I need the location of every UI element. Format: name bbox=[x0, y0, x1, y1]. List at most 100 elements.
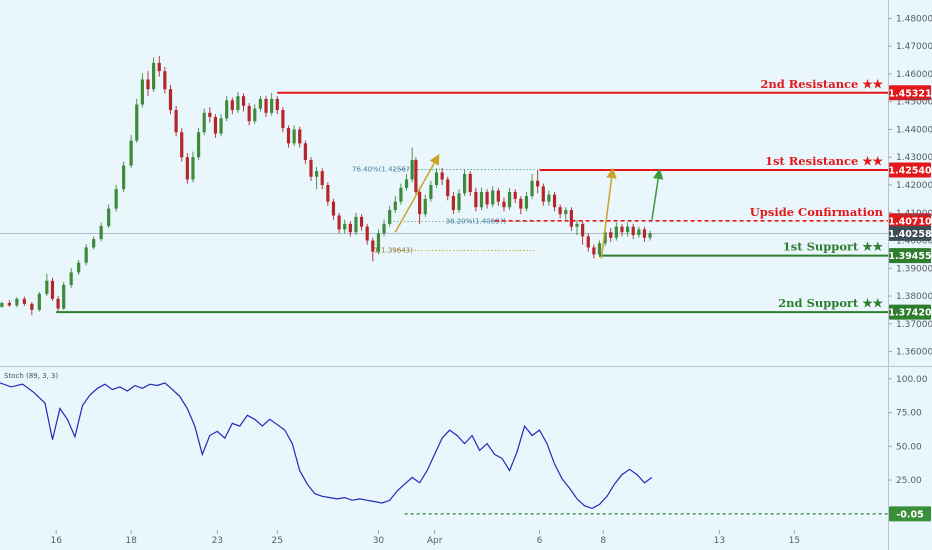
candle-body bbox=[491, 190, 495, 205]
candle-body bbox=[446, 179, 450, 197]
price-tick-label: 1.39000 bbox=[896, 264, 932, 274]
candle-body bbox=[264, 98, 268, 113]
stoch-tick-label: 100.00 bbox=[896, 375, 928, 385]
candle-body bbox=[359, 216, 364, 227]
level-price-value: 1.37420 bbox=[888, 308, 932, 319]
candle-body bbox=[382, 223, 386, 234]
price-axis: 1.48000 1.47000 1.46000 1.45000 1.44000 1.430… bbox=[888, 14, 932, 486]
price-tick-label: 1.45000 bbox=[896, 98, 932, 108]
price-candles bbox=[0, 55, 652, 316]
level-price-badge bbox=[889, 85, 931, 101]
candle-body bbox=[440, 172, 444, 180]
time-tick-label: 25 bbox=[272, 536, 283, 546]
candle-body bbox=[77, 262, 81, 273]
candle-body bbox=[541, 186, 545, 202]
candle-body bbox=[575, 223, 579, 227]
candle-body bbox=[625, 226, 630, 233]
candle-body bbox=[558, 207, 562, 215]
candle-body bbox=[258, 98, 263, 109]
candle-body bbox=[270, 98, 274, 113]
candle-body bbox=[519, 198, 523, 209]
candle-body bbox=[122, 165, 126, 190]
level-price-badge bbox=[889, 304, 931, 320]
level-name: Upside Confirmation bbox=[750, 205, 884, 219]
stoch-tick-label: 25.00 bbox=[896, 476, 922, 486]
fibonacci-layer: 76.40%(1.4256?) 38.20%(1.4069?) 1(1.39643) bbox=[352, 165, 536, 254]
stoch-title: Stoch (89, 3, 3) bbox=[4, 372, 58, 380]
candle-body bbox=[399, 187, 403, 202]
candle-body bbox=[474, 191, 478, 208]
candle-body bbox=[50, 280, 55, 299]
projection-arrow bbox=[651, 168, 664, 220]
candle-body bbox=[208, 112, 212, 117]
candle-body bbox=[241, 96, 246, 106]
candle-body bbox=[485, 191, 489, 205]
price-tick-label: 1.47000 bbox=[896, 42, 932, 52]
candle-body bbox=[513, 191, 517, 199]
candle-body bbox=[163, 71, 167, 90]
candle-body bbox=[502, 201, 506, 208]
candle-body bbox=[213, 116, 218, 134]
fib-level-label: 1(1.39643) bbox=[374, 246, 413, 254]
candle-body bbox=[157, 62, 161, 72]
candle-body bbox=[479, 191, 484, 208]
candle-body bbox=[99, 226, 103, 240]
level-name: 2nd Resistance ★★ bbox=[760, 77, 883, 91]
candle-body bbox=[614, 226, 618, 238]
level-name: 2nd Support ★★ bbox=[778, 296, 884, 310]
candle-body bbox=[320, 171, 324, 185]
candle-body bbox=[586, 236, 590, 248]
candle-body bbox=[496, 190, 500, 202]
time-tick-label: 6 bbox=[537, 536, 543, 546]
candle-body bbox=[140, 79, 144, 105]
price-tick-label: 1.36000 bbox=[896, 348, 932, 358]
candle-body bbox=[451, 196, 455, 210]
candle-body bbox=[292, 129, 296, 144]
candle-body bbox=[185, 157, 189, 180]
candle-body bbox=[597, 243, 602, 255]
candle-body bbox=[281, 110, 285, 129]
level-price-badge bbox=[889, 162, 931, 178]
candle-body bbox=[225, 100, 229, 119]
candle-body bbox=[275, 98, 279, 111]
price-tick-label: 1.44000 bbox=[896, 125, 932, 135]
candle-body bbox=[298, 129, 302, 144]
candle-body bbox=[530, 180, 534, 197]
stoch-tick-label: 50.00 bbox=[896, 442, 922, 452]
candle-body bbox=[69, 272, 73, 285]
candle-body bbox=[547, 194, 551, 202]
candle-body bbox=[552, 194, 557, 208]
candle-body bbox=[152, 62, 156, 90]
candle-body bbox=[30, 303, 34, 310]
level-name: 1st Support ★★ bbox=[783, 240, 884, 254]
last-price-badge bbox=[889, 225, 931, 241]
candle-body bbox=[84, 247, 88, 263]
candle-body bbox=[354, 216, 358, 233]
time-tick-label: 30 bbox=[373, 536, 385, 546]
candle-body bbox=[348, 223, 352, 233]
candle-body bbox=[337, 215, 341, 230]
candle-body bbox=[0, 302, 4, 307]
time-tick-label: 18 bbox=[125, 536, 137, 546]
projection-arrow bbox=[394, 154, 440, 233]
candle-body bbox=[410, 160, 414, 180]
candle-body bbox=[247, 105, 251, 122]
candle-body bbox=[603, 232, 607, 244]
candle-body bbox=[230, 100, 234, 111]
level-price-value: 1.42540 bbox=[888, 166, 932, 177]
stochastic-pane: Stoch (89, 3, 3) -0.05 bbox=[0, 372, 931, 522]
candle-body bbox=[507, 191, 512, 208]
candle-body bbox=[376, 233, 381, 252]
candle-body bbox=[146, 79, 150, 90]
candle-body bbox=[468, 173, 472, 192]
candle-body bbox=[564, 209, 568, 215]
fib-level-label: 76.40%(1.4256?) bbox=[352, 165, 413, 173]
candle-body bbox=[253, 108, 257, 122]
price-tick-label: 1.37000 bbox=[896, 320, 932, 330]
level-price-value: 1.40710 bbox=[888, 216, 932, 227]
price-tick-label: 1.40000 bbox=[896, 237, 932, 247]
level-price-value: 1.45321 bbox=[888, 88, 931, 99]
candle-body bbox=[107, 208, 111, 227]
